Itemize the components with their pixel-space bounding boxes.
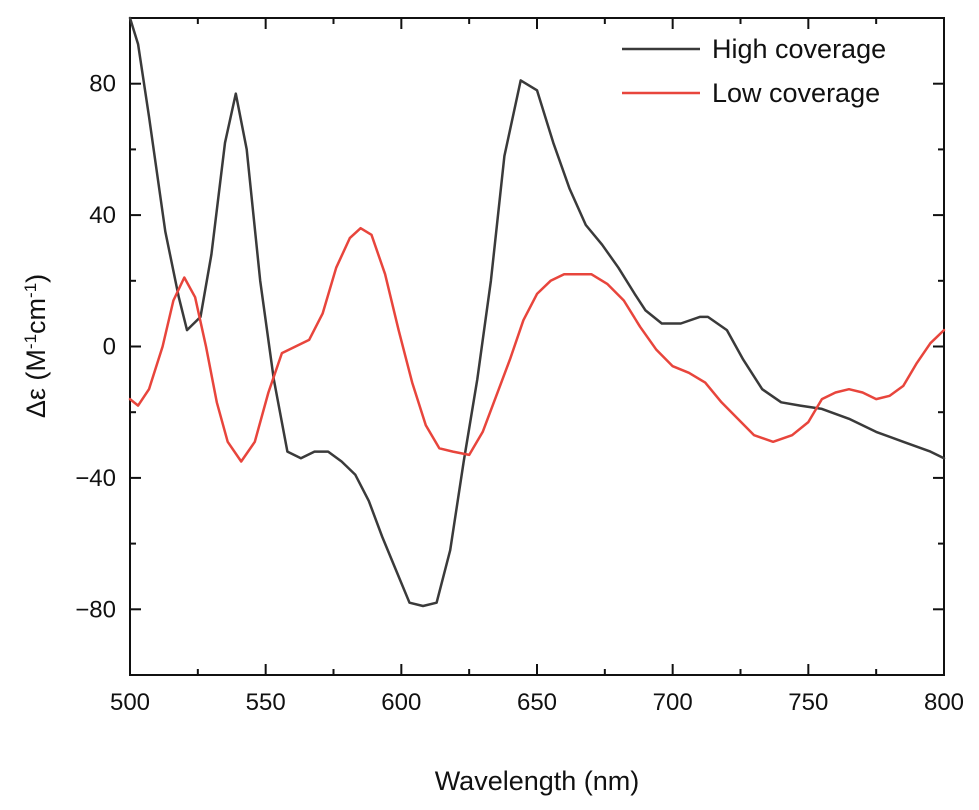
legend: High coverage Low coverage bbox=[622, 34, 886, 108]
y-axis-title-sup2: -1 bbox=[21, 283, 40, 298]
y-tick-label: 40 bbox=[89, 202, 116, 229]
x-tick-label: 750 bbox=[788, 689, 828, 716]
legend-label-low-coverage: Low coverage bbox=[712, 78, 880, 108]
x-tick-label: 600 bbox=[381, 689, 421, 716]
y-axis-title-sup1: -1 bbox=[21, 334, 40, 349]
x-tick-label: 650 bbox=[517, 689, 557, 716]
y-tick-label: −80 bbox=[75, 596, 116, 623]
x-axis-title: Wavelength (nm) bbox=[435, 766, 640, 796]
y-axis-title-prefix: Δε (M bbox=[21, 349, 51, 418]
y-axis-title-suffix: ) bbox=[21, 274, 51, 283]
x-tick-label: 800 bbox=[924, 689, 964, 716]
axis-tick-labels: 500 550 600 650 700 750 800 80 40 0 −40 −80 bbox=[75, 71, 964, 716]
x-tick-label: 700 bbox=[653, 689, 693, 716]
plot-frame bbox=[129, 17, 945, 676]
legend-label-high-coverage: High coverage bbox=[712, 34, 886, 64]
axis-ticks bbox=[129, 18, 945, 675]
series-layer bbox=[128, 16, 946, 608]
y-axis-title: Δε (M-1cm-1) bbox=[21, 274, 52, 418]
series-line-high-coverage bbox=[128, 16, 946, 608]
y-tick-label: 0 bbox=[103, 334, 116, 361]
y-tick-label: 80 bbox=[89, 71, 116, 98]
series-line-low-coverage bbox=[128, 226, 946, 463]
y-axis-title-mid: cm bbox=[21, 298, 51, 334]
x-tick-label: 550 bbox=[246, 689, 286, 716]
y-tick-label: −40 bbox=[75, 465, 116, 492]
x-tick-label: 500 bbox=[110, 689, 150, 716]
